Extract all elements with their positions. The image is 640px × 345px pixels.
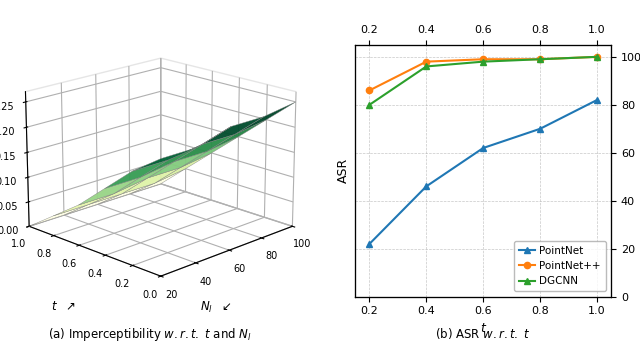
DGCNN (593, 55, 601, 59)
PointNet (422, 184, 430, 188)
Line: PointNet++: PointNet++ (366, 54, 600, 93)
PointNet++ (479, 57, 487, 61)
PointNet++ (365, 88, 373, 92)
X-axis label: $t$: $t$ (479, 322, 487, 335)
DGCNN (536, 57, 544, 61)
DGCNN (479, 60, 487, 64)
PointNet (479, 146, 487, 150)
PointNet (593, 98, 601, 102)
Legend: PointNet, PointNet++, DGCNN: PointNet, PointNet++, DGCNN (515, 241, 606, 292)
PointNet++ (593, 55, 601, 59)
DGCNN (422, 65, 430, 69)
DGCNN (365, 103, 373, 107)
Line: DGCNN: DGCNN (366, 54, 600, 108)
PointNet++ (422, 60, 430, 64)
Text: $N_l$  $\swarrow$: $N_l$ $\swarrow$ (200, 299, 231, 315)
Text: (b) ASR $w.r.t.$ $t$: (b) ASR $w.r.t.$ $t$ (435, 326, 531, 341)
PointNet (365, 242, 373, 246)
Line: PointNet: PointNet (366, 97, 600, 247)
Text: (a) Imperceptibility $w.r.t.$ $t$ and $N_l$: (a) Imperceptibility $w.r.t.$ $t$ and $N… (49, 326, 252, 343)
PointNet++ (536, 57, 544, 61)
Text: $t$  $\nearrow$: $t$ $\nearrow$ (51, 300, 76, 314)
PointNet (536, 127, 544, 131)
Y-axis label: ASR: ASR (337, 158, 349, 184)
